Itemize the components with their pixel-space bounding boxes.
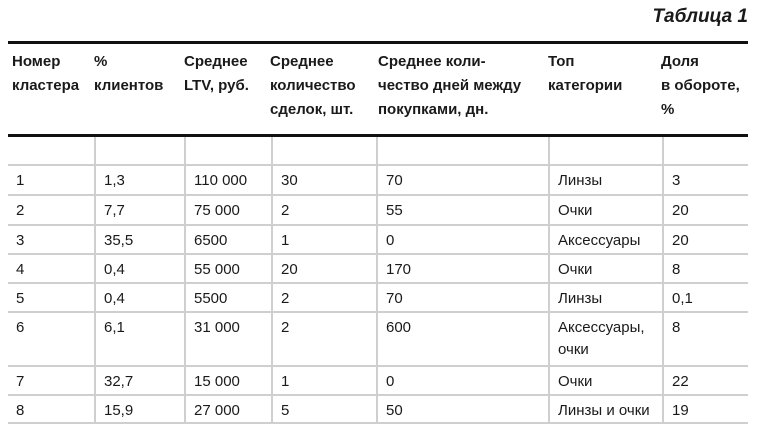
cell-avg-deals: 5 [271, 396, 376, 424]
cell-avg-deals: 1 [271, 226, 376, 255]
cell-avg-deals: 2 [271, 284, 376, 313]
cell-client-percent: 7,7 [94, 196, 184, 226]
cell-avg-days: 0 [376, 367, 548, 396]
cell-avg-days: 50 [376, 396, 548, 424]
cell-client-percent: 1,3 [94, 166, 184, 196]
cell-avg-deals: 1 [271, 367, 376, 396]
cell-avg-days: 0 [376, 226, 548, 255]
cell-avg-ltv: 110 000 [184, 166, 271, 196]
table-row: 5 0,4 5500 2 70 Линзы 0,1 [8, 284, 748, 313]
cell-client-percent: 0,4 [94, 284, 184, 313]
cell-client-percent: 35,5 [94, 226, 184, 255]
cell-cluster-number: 6 [8, 313, 94, 367]
cell-client-percent: 32,7 [94, 367, 184, 396]
cell-top-categories: Линзы [548, 284, 662, 313]
cell-avg-ltv: 5500 [184, 284, 271, 313]
table-top-rule [8, 41, 748, 44]
header-avg-ltv: Среднее LTV, руб. [184, 53, 249, 94]
cell-avg-deals: 20 [271, 255, 376, 284]
cell-turnover-share: 19 [662, 396, 748, 424]
table-row: 3 35,5 6500 1 0 Аксессуары 20 [8, 226, 748, 255]
cell-turnover-share: 20 [662, 226, 748, 255]
cell-top-categories: Очки [548, 367, 662, 396]
header-avg-deals: Среднее количество сделок, шт. [270, 53, 356, 118]
cell-avg-days: 70 [376, 166, 548, 196]
cell-avg-ltv: 75 000 [184, 196, 271, 226]
cell-avg-ltv [184, 137, 271, 166]
cell-turnover-share: 0,1 [662, 284, 748, 313]
cell-avg-deals: 30 [271, 166, 376, 196]
cell-cluster-number: 7 [8, 367, 94, 396]
table-row: 2 7,7 75 000 2 55 Очки 20 [8, 196, 748, 226]
cell-cluster-number: 5 [8, 284, 94, 313]
cell-avg-deals: 2 [271, 313, 376, 367]
table-caption: Таблица 1 [652, 6, 748, 27]
cell-avg-ltv: 55 000 [184, 255, 271, 284]
cell-cluster-number [8, 137, 94, 166]
header-top-categories: Топ категории [548, 53, 623, 94]
cell-turnover-share: 8 [662, 313, 748, 367]
cell-avg-days: 55 [376, 196, 548, 226]
cell-avg-ltv: 31 000 [184, 313, 271, 367]
cell-avg-ltv: 6500 [184, 226, 271, 255]
cell-top-categories: Линзы [548, 166, 662, 196]
cell-avg-deals [271, 137, 376, 166]
cell-cluster-number: 1 [8, 166, 94, 196]
header-turnover-share: Доля в обороте, % [661, 53, 740, 118]
cell-turnover-share: 20 [662, 196, 748, 226]
cell-cluster-number: 4 [8, 255, 94, 284]
cell-avg-deals: 2 [271, 196, 376, 226]
header-avg-days: Среднее коли- чество дней между покупкам… [378, 53, 522, 118]
cell-avg-days: 170 [376, 255, 548, 284]
cell-client-percent [94, 137, 184, 166]
cell-top-categories: Аксессуары [548, 226, 662, 255]
table-row: 4 0,4 55 000 20 170 Очки 8 [8, 255, 748, 284]
cell-top-categories: Очки [548, 196, 662, 226]
cell-client-percent: 6,1 [94, 313, 184, 367]
cell-avg-ltv: 15 000 [184, 367, 271, 396]
cell-cluster-number: 3 [8, 226, 94, 255]
header-bottom-rule [8, 134, 748, 137]
cell-top-categories: Аксессуары, очки [548, 313, 662, 367]
cell-client-percent: 0,4 [94, 255, 184, 284]
header-cluster-number: Номер кластера [12, 53, 80, 94]
cell-avg-ltv: 27 000 [184, 396, 271, 424]
cell-client-percent: 15,9 [94, 396, 184, 424]
table-row: 8 15,9 27 000 5 50 Линзы и очки 19 [8, 396, 748, 424]
cell-turnover-share [662, 137, 748, 166]
cell-top-categories: Очки [548, 255, 662, 284]
table-row: 1 1,3 110 000 30 70 Линзы 3 [8, 166, 748, 196]
cell-turnover-share: 22 [662, 367, 748, 396]
cell-cluster-number: 8 [8, 396, 94, 424]
cell-avg-days: 70 [376, 284, 548, 313]
cell-top-categories [548, 137, 662, 166]
table-row: 6 6,1 31 000 2 600 Аксессуары, очки 8 [8, 313, 748, 367]
cell-top-categories: Линзы и очки [548, 396, 662, 424]
cell-cluster-number: 2 [8, 196, 94, 226]
cell-avg-days: 600 [376, 313, 548, 367]
cell-avg-days [376, 137, 548, 166]
table-spacer-row [8, 137, 748, 166]
cell-turnover-share: 3 [662, 166, 748, 196]
header-client-percent: % клиентов [94, 53, 164, 94]
cell-turnover-share: 8 [662, 255, 748, 284]
table-row: 7 32,7 15 000 1 0 Очки 22 [8, 367, 748, 396]
